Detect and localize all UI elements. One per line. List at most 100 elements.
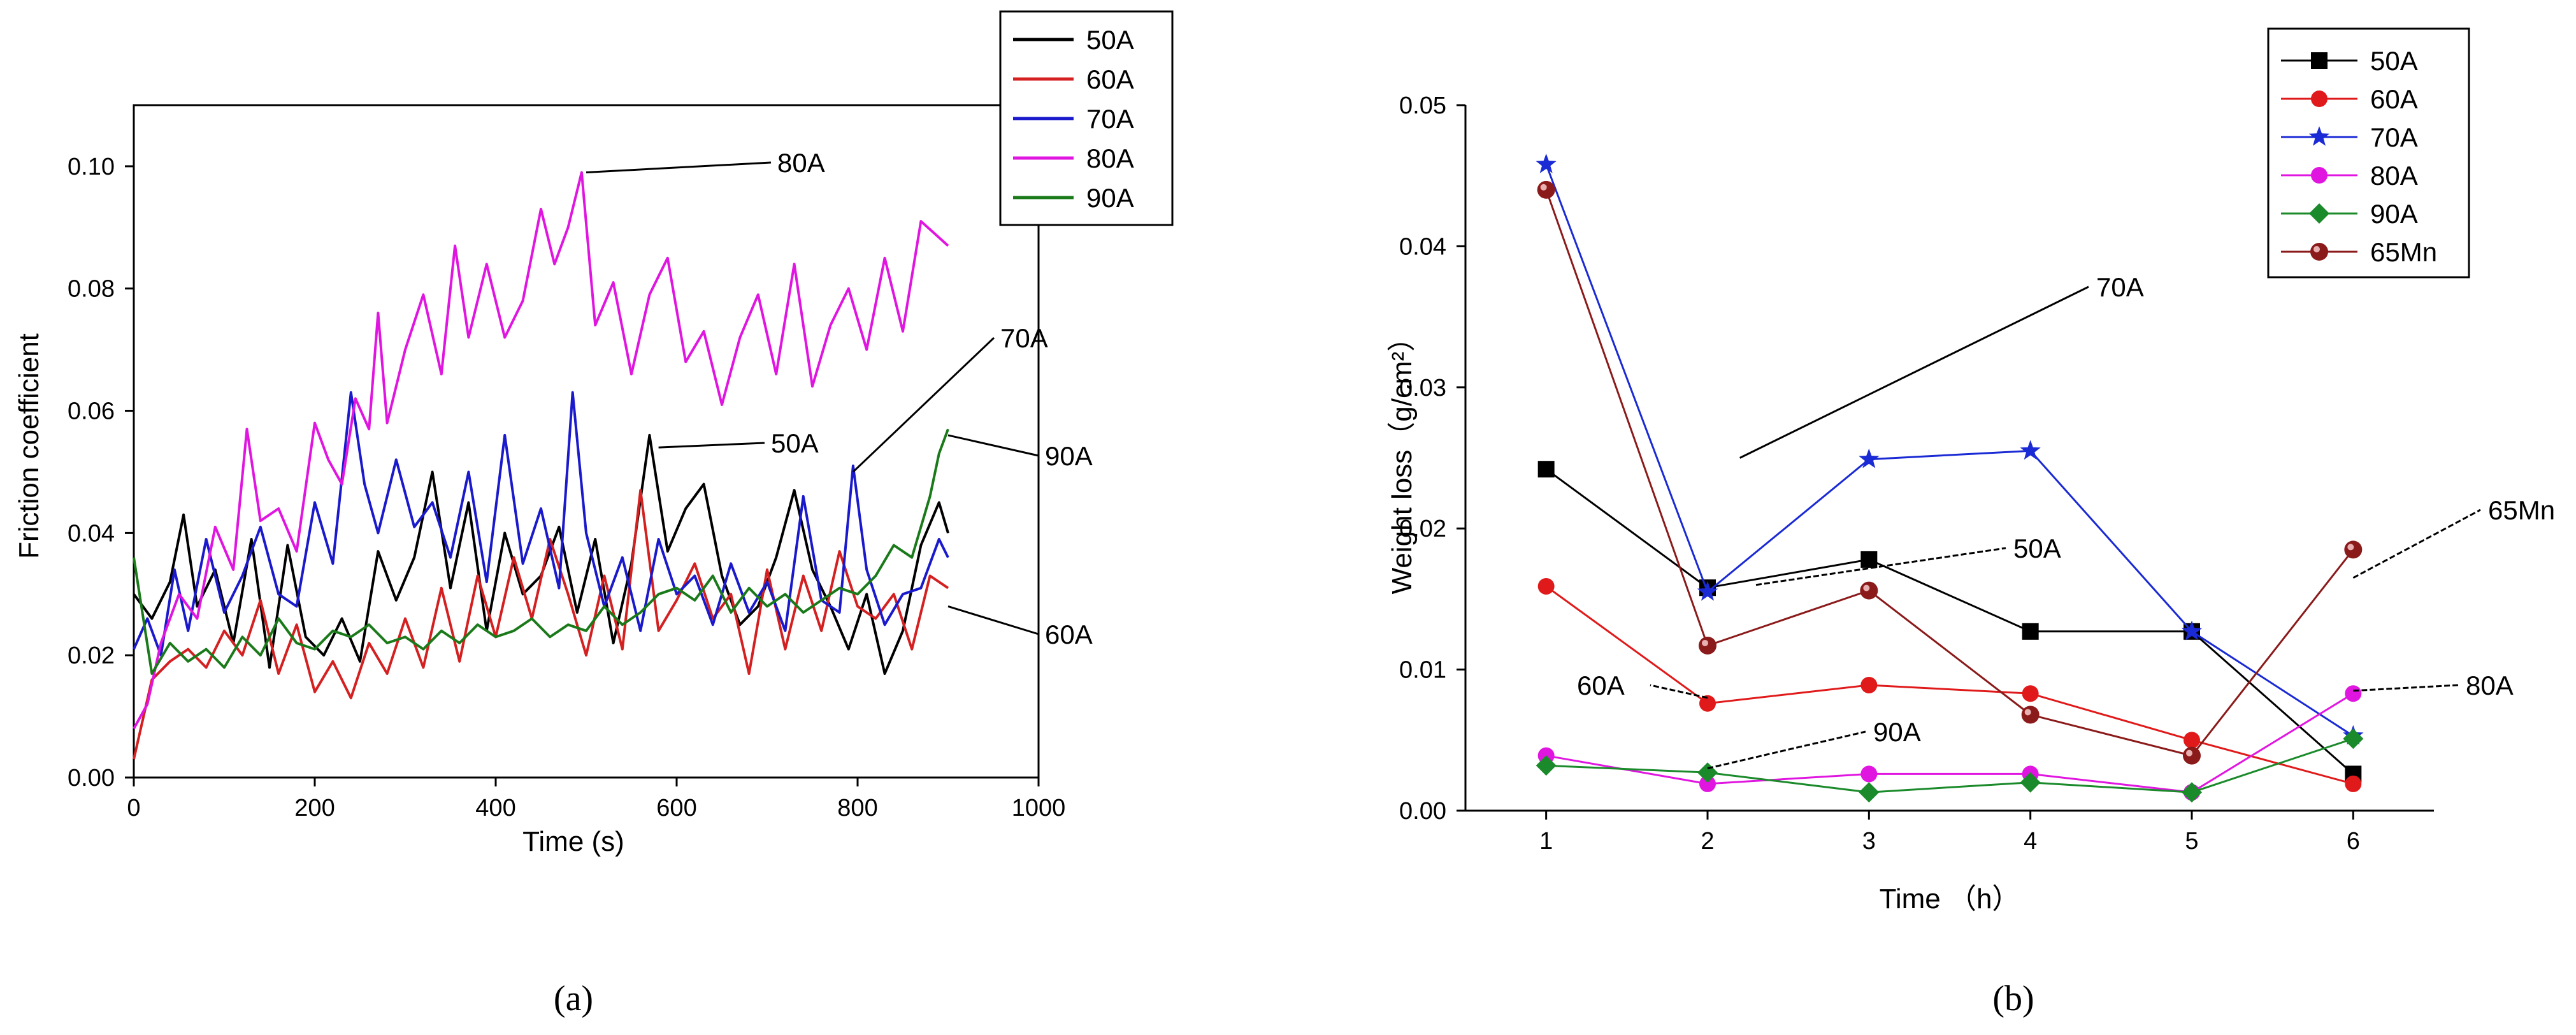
chart-b-legend-label-90a: 90A (2370, 199, 2418, 229)
chart-b-annotation-90a: 90A (1873, 717, 1921, 747)
chart-a-legend-label-60a: 60A (1086, 64, 1134, 94)
chart-b-legend-marker-65mn (2310, 243, 2328, 261)
chart-a-ylabel: Friction coefficient (13, 333, 45, 559)
chart-b-x-tick-label: 1 (1539, 828, 1553, 855)
chart-b-ylabel: Weight loss（g/cm²） (1386, 324, 1418, 595)
chart-b-point-65mn-highlight (2347, 544, 2354, 551)
chart-b-point-80a (1860, 765, 1878, 783)
chart-b-point-65mn (1699, 636, 1716, 655)
chart-b-y-tick-label: 0.01 (1399, 657, 1446, 684)
chart-b-point-65mn (1537, 180, 1555, 199)
chart-a-series-60a (133, 489, 949, 760)
chart-a-y-tick-label: 0.04 (68, 520, 115, 547)
chart-b-legend-marker-50a (2311, 52, 2328, 69)
chart-b-point-65mn (2021, 706, 2040, 724)
chart-b-point-60a (2184, 732, 2200, 749)
chart-b-y-tick-label: 0.00 (1399, 798, 1446, 825)
chart-a-annotation-90a: 90A (1045, 441, 1093, 471)
chart-a-y-tick-label: 0.10 (68, 154, 115, 180)
chart-b-point-50a (1537, 461, 1555, 478)
chart-b-x-tick-label: 6 (2347, 828, 2360, 855)
chart-b-point-65mn-body (1537, 180, 1555, 199)
chart-b-annotation-leader (1739, 286, 2089, 459)
chart-b-point-65mn-body (1860, 581, 1878, 600)
chart-a-annotation-leader (658, 442, 765, 449)
chart-a-annotation-70a: 70A (1000, 323, 1048, 353)
chart-b-y-tick-label: 0.03 (1399, 375, 1446, 402)
chart-b-point-80a (2345, 685, 2362, 702)
chart-a: 0 200 400 600 800 1000 0.00 0.02 0.04 0.06 0.08 0.1… (13, 10, 1174, 1018)
chart-b-point-65mn-body (2344, 540, 2363, 559)
chart-b-x-tick-label: 2 (1701, 828, 1714, 855)
chart-b-annotation-70a: 70A (2096, 272, 2144, 302)
chart-b-legend-label-50a: 50A (2370, 46, 2418, 76)
chart-b-x-tick-label: 4 (2024, 828, 2037, 855)
chart-b-series-60a (1545, 585, 2354, 785)
chart-a-annotation-leader (947, 434, 1039, 457)
chart-b-point-60a (1860, 676, 1878, 693)
chart-b-legend-marker-65mn-body (2310, 243, 2328, 261)
chart-b-point-70a (2181, 620, 2203, 641)
chart-b-series-80a (1546, 692, 2354, 793)
chart-a-series-50a (133, 433, 949, 675)
chart-b-point-90a (2020, 772, 2041, 793)
chart-a-series-80a (133, 171, 949, 730)
chart-b-point-70a (1697, 581, 1718, 601)
chart-b-point-70a (1859, 448, 1880, 468)
chart-a-legend-label-80a: 80A (1086, 143, 1134, 173)
chart-a-x-tick-label: 400 (475, 795, 515, 821)
chart-b-annotation-80a: 80A (2466, 670, 2514, 700)
chart-b-series-90a (1546, 737, 2354, 793)
chart-b-annotation-60a: 60A (1577, 670, 1625, 700)
chart-a-x-tick-label: 1000 (1012, 795, 1066, 821)
chart-a-legend-label-50a: 50A (1086, 25, 1134, 55)
chart-b-point-80a (1699, 775, 1716, 792)
chart-b-legend-box (2267, 27, 2470, 279)
chart-a-annotation-leader (852, 337, 995, 473)
chart-b-point-65mn (2183, 746, 2201, 765)
chart-b-annotation-65mn: 65Mn (2488, 495, 2555, 525)
chart-b-point-50a (1860, 551, 1878, 568)
chart-b-point-65mn (2344, 540, 2363, 559)
chart-b-legend-marker-65mn-highlight (2313, 246, 2320, 252)
chart-b-point-60a (1699, 695, 1716, 712)
chart-b-legend-label-80a: 80A (2370, 161, 2418, 191)
chart-b-y-tick-label: 0.02 (1399, 516, 1446, 542)
chart-b-point-65mn-highlight (1863, 584, 1870, 591)
chart-b-point-65mn-body (1699, 636, 1716, 655)
chart-a-panel-label: (a) (554, 979, 593, 1018)
chart-b-point-65mn-body (2183, 746, 2201, 765)
chart-a-xlabel: Time (s) (522, 826, 624, 857)
chart-b-point-65mn (1860, 581, 1878, 600)
chart-b-x-tick-label: 3 (1862, 828, 1876, 855)
chart-b-annotation-leader (2353, 684, 2459, 692)
chart-a-x-tick-label: 0 (127, 795, 140, 821)
chart-b-point-50a (2022, 623, 2039, 640)
chart-b-series-50a (1545, 468, 2354, 775)
chart-b-legend-label-65mn: 65Mn (2370, 237, 2437, 267)
chart-a-y-tick-label: 0.08 (68, 276, 115, 303)
chart-a-annotation-60a: 60A (1045, 619, 1093, 649)
chart-a-y-tick-label: 0.00 (68, 765, 115, 792)
chart-b-y-tick-label: 0.04 (1399, 233, 1446, 260)
chart-a-x-tick-label: 600 (656, 795, 696, 821)
chart-b-legend: 50A 60A 70A 80A 90A 65Mn (2267, 27, 2470, 279)
chart-b-point-65mn-highlight (1702, 639, 1708, 646)
chart-a-legend-label-70a: 70A (1086, 104, 1134, 134)
chart-b-annotation-leader (1650, 684, 1708, 699)
chart-b-annotation-leader (1707, 730, 1866, 770)
chart-b-xlabel: Time （h） (1880, 883, 2020, 915)
chart-b-legend-label-70a: 70A (2370, 122, 2418, 152)
chart-a-legend-label-90a: 90A (1086, 183, 1134, 213)
chart-b-annotation-50a: 50A (2013, 533, 2061, 563)
chart-a-frame (133, 104, 1040, 779)
chart-b-x-tick-label: 5 (2185, 828, 2198, 855)
chart-b-point-60a (2022, 685, 2039, 702)
chart-a-y-tick-label: 0.02 (68, 642, 115, 669)
chart-a-x-tick-label: 200 (294, 795, 335, 821)
chart-b-point-60a (2345, 775, 2362, 792)
chart-a-legend: 50A 60A 70A 80A 90A (999, 10, 1174, 226)
chart-b-series-70a (1545, 164, 2354, 737)
chart-a-x-tick-label: 800 (837, 795, 877, 821)
